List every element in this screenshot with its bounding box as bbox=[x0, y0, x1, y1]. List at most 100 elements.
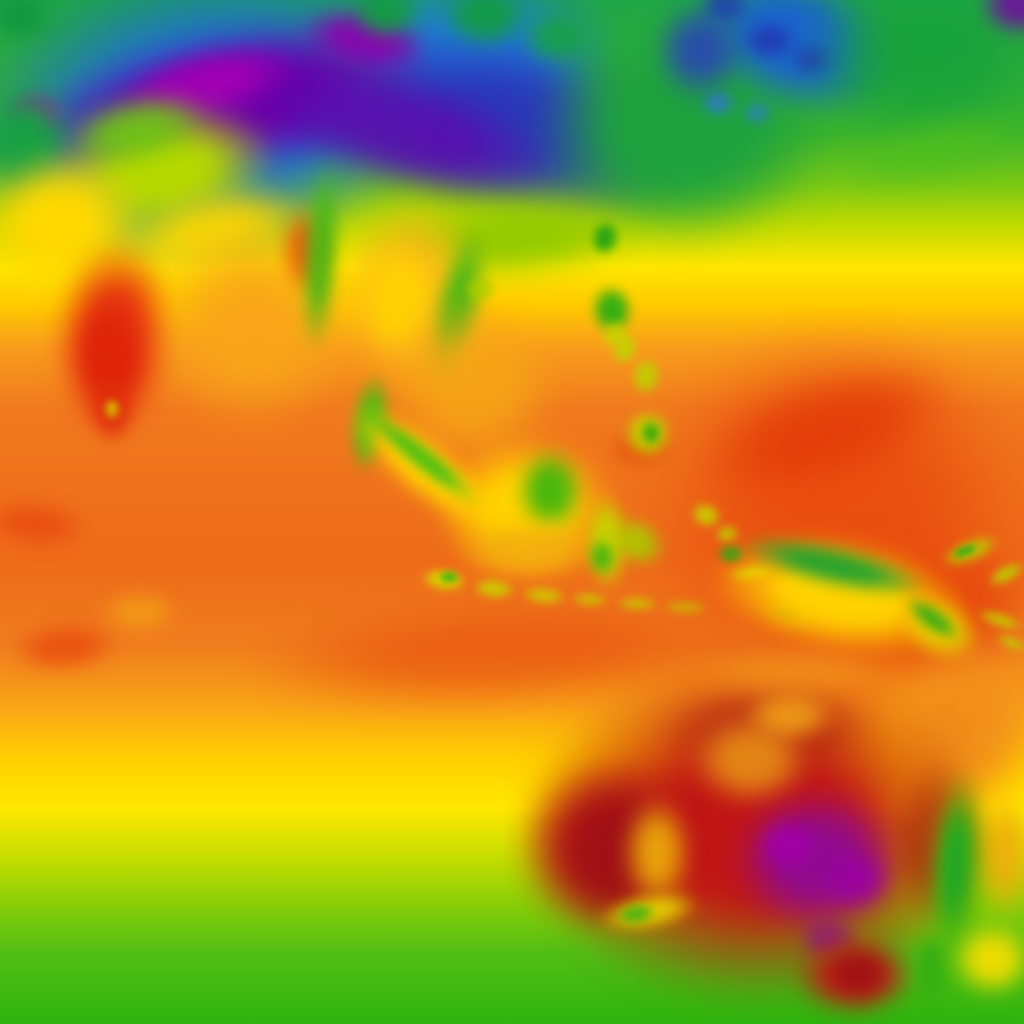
north-blue-airmass-center bbox=[330, 0, 620, 180]
north-blue-airmass-west bbox=[0, 0, 479, 294]
topend-coast-amber bbox=[690, 648, 900, 698]
kyushu-blue-dot bbox=[700, 90, 736, 116]
png-tail-yellow bbox=[885, 578, 995, 680]
tibet-purple-east-band bbox=[229, 28, 571, 232]
nw-corner-green-patch bbox=[0, 0, 55, 45]
halmahera-dot-a bbox=[686, 497, 726, 533]
sulawesi-east-arm bbox=[600, 506, 676, 578]
tasman-amber-edge bbox=[975, 790, 1024, 920]
visayas-island-a bbox=[606, 328, 644, 370]
luzon-green bbox=[586, 281, 638, 339]
australia-dark-mottle-c bbox=[888, 756, 983, 926]
great-dividing-green bbox=[920, 766, 991, 975]
top-green-patch-b bbox=[440, 0, 530, 50]
sumatra-yellow bbox=[332, 384, 518, 552]
philippines-red-south bbox=[606, 428, 676, 470]
bay-of-bengal-amber bbox=[150, 225, 355, 430]
thailand-amber bbox=[338, 195, 488, 395]
wpac-red-streak-b bbox=[820, 527, 1024, 693]
png-tail-green bbox=[899, 589, 967, 649]
solomon-dash-b bbox=[973, 604, 1024, 636]
japan-navy-spot-b bbox=[790, 42, 835, 76]
taiwan-green bbox=[586, 217, 624, 259]
sulawesi-green-speck bbox=[588, 538, 616, 576]
india-red-core bbox=[72, 295, 147, 420]
annamite-ridge-green bbox=[417, 221, 499, 394]
borneo-south-amber bbox=[455, 520, 605, 580]
java-island-b bbox=[470, 575, 518, 603]
ganges-yellow-fringe bbox=[113, 171, 317, 289]
hainan-dot bbox=[464, 276, 496, 302]
punjab-green-patch bbox=[54, 80, 216, 180]
japan-blue-arc bbox=[669, 0, 922, 146]
australia-purple-bright-b bbox=[818, 848, 893, 910]
south-china-greenyellow-fringe bbox=[357, 189, 653, 291]
borneo-green-core bbox=[516, 448, 584, 533]
westedge-red-streak-a bbox=[0, 495, 92, 553]
sumatra-green-spine bbox=[348, 394, 500, 524]
timor-green-speck bbox=[769, 604, 801, 622]
australia-red-mass bbox=[520, 658, 995, 1003]
sumbawa-dot bbox=[614, 595, 660, 613]
visayas-island-b bbox=[626, 353, 666, 399]
solomon-dash-c bbox=[993, 630, 1024, 656]
srilanka-red bbox=[88, 370, 136, 445]
wpac-red-zone bbox=[640, 325, 1024, 715]
se-corner-yellow-patch bbox=[950, 922, 1024, 997]
newbritain-arc bbox=[936, 528, 1004, 574]
australia-dark-mottle-b bbox=[650, 682, 880, 777]
tibet-purple-ridge bbox=[0, 0, 451, 224]
borneo-yellow bbox=[436, 436, 616, 581]
tasman-green-stripe bbox=[912, 932, 950, 1007]
east-china-green-mass bbox=[527, 0, 843, 256]
sw-sumatra-amber-patch bbox=[100, 592, 180, 632]
flores-dot bbox=[661, 599, 711, 616]
birdhead-green-speck bbox=[716, 544, 746, 564]
top-green-patch-a bbox=[350, 0, 420, 40]
myanmar-coast-red bbox=[280, 205, 330, 295]
nepac-green-deepen bbox=[800, 0, 1024, 145]
java-island-a bbox=[418, 564, 470, 596]
ne-corner-purple-patch bbox=[978, 0, 1024, 38]
indochina-yellow-patch bbox=[360, 240, 440, 360]
indo-gangetic-green-band bbox=[35, 85, 290, 260]
sw-coast-green-dot bbox=[613, 900, 659, 928]
srilanka-yellow-dot bbox=[104, 398, 120, 420]
java-island-c bbox=[519, 583, 569, 609]
wpac-red-streak-a bbox=[679, 335, 971, 525]
tibet-darkblue-band bbox=[314, 0, 716, 253]
luzon-yellow-edge bbox=[600, 320, 630, 350]
ne-asia-darkblue bbox=[655, 0, 745, 100]
java-green-speck bbox=[438, 570, 460, 584]
solomon-dash-a bbox=[983, 556, 1024, 592]
nepac-green-streak bbox=[826, 98, 1024, 202]
malay-peninsula-green bbox=[343, 369, 397, 477]
newbritain-green bbox=[948, 539, 982, 563]
halmahera-dot-b bbox=[712, 521, 742, 547]
mindanao-yellow bbox=[622, 408, 674, 460]
south-coast-green-fringe bbox=[798, 942, 952, 996]
newguinea-yellow bbox=[698, 515, 984, 676]
australia-purple-core bbox=[732, 788, 902, 933]
north-aus-amber-patch-b bbox=[742, 688, 837, 743]
great-dividing-green-core bbox=[936, 799, 974, 931]
australia-west-red-lobe bbox=[515, 756, 705, 936]
sulawesi-north-arm bbox=[583, 492, 631, 592]
bass-strait-dark-core bbox=[826, 948, 891, 1000]
aus-interior-amber-gap bbox=[622, 795, 692, 910]
tibet-magenta-core bbox=[104, 28, 306, 142]
westedge-red-streak-b bbox=[8, 617, 122, 677]
karakoram-magenta-spot bbox=[5, 90, 65, 140]
tienshan-magenta-patch bbox=[295, 0, 435, 81]
north-aus-amber-patch-a bbox=[688, 712, 813, 807]
top-green-patch-c bbox=[520, 10, 595, 65]
sw-coast-yellow-fringe bbox=[593, 884, 704, 940]
australia-purple-south-finger bbox=[798, 916, 858, 961]
coral-sea-orange bbox=[885, 645, 1024, 815]
myanmar-ridge-green bbox=[295, 156, 347, 355]
bali-lombok-dots bbox=[569, 590, 611, 610]
japan-navy-spot-c bbox=[700, 0, 750, 25]
newguinea-green-spine bbox=[733, 523, 934, 609]
mindanao-green-speck bbox=[640, 420, 662, 446]
